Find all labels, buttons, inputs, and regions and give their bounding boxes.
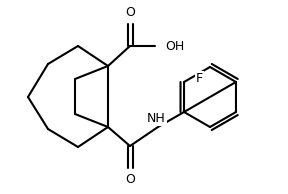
Text: O: O: [125, 173, 135, 186]
Text: OH: OH: [165, 40, 184, 53]
Text: F: F: [196, 73, 203, 86]
Text: NH: NH: [147, 112, 165, 125]
Text: O: O: [125, 6, 135, 19]
